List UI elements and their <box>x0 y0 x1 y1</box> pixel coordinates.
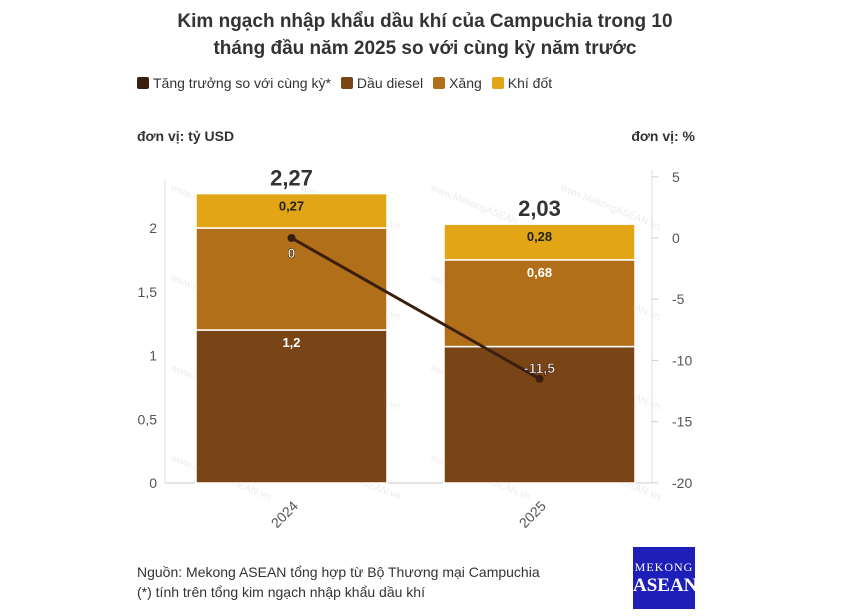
growth-point <box>535 374 544 383</box>
legend: Tăng trưởng so với cùng kỳ* Dầu diesel Xăn… <box>137 75 552 91</box>
right-tick-label: 0 <box>672 230 680 246</box>
chart-title: Kim ngạch nhập khẩu dầu khí của Campuchi… <box>0 8 850 62</box>
growth-data-label: 0 <box>288 245 296 261</box>
right-tick-label: -5 <box>672 291 685 307</box>
bar-segment <box>195 227 388 331</box>
legend-swatch <box>433 77 446 89</box>
legend-item: Tăng trưởng so với cùng kỳ* <box>137 75 331 91</box>
left-tick-label: 2 <box>149 220 157 236</box>
footnote-text: (*) tính trên tổng kim ngạch nhập khẩu d… <box>137 584 425 600</box>
legend-swatch <box>491 77 504 89</box>
left-tick-label: 0,5 <box>138 411 158 427</box>
bar-segment <box>195 192 388 229</box>
x-tick-label: 2024 <box>268 498 301 531</box>
legend-label: Khí đốt <box>507 75 553 91</box>
bar-data-label: 1,2 <box>282 335 300 350</box>
left-tick-label: 0 <box>149 475 157 491</box>
growth-point <box>287 234 296 242</box>
bar-data-label: 0,68 <box>527 265 552 280</box>
growth-data-label: -11,5 <box>524 360 555 376</box>
legend-item: Xăng <box>433 75 482 91</box>
legend-item: Khí đốt <box>491 75 553 91</box>
bar-segment <box>443 259 636 348</box>
left-tick-label: 1,5 <box>138 284 158 300</box>
right-tick-label: -10 <box>672 352 692 368</box>
legend-item: Dầu diesel <box>340 75 424 91</box>
source-note: Nguồn: Mekong ASEAN tổng hợp từ Bộ Thươn… <box>137 562 540 602</box>
legend-label: Dầu diesel <box>356 75 424 91</box>
legend-label: Tăng trưởng so với cùng kỳ* <box>153 75 331 91</box>
bar-segment <box>443 223 636 261</box>
right-tick-label: -15 <box>672 414 692 430</box>
right-tick-label: -20 <box>672 475 692 491</box>
bar-segment <box>443 345 636 484</box>
legend-swatch <box>137 77 149 89</box>
mekong-asean-logo: MEKONG ASEAN <box>633 547 697 609</box>
growth-line <box>290 236 541 381</box>
legend-swatch <box>340 77 353 89</box>
left-axis-unit: đơn vị: tỷ USD <box>137 128 235 144</box>
right-axis-unit: đơn vị: % <box>631 128 695 144</box>
x-tick-label: 2025 <box>516 498 549 531</box>
title-line-2: tháng đầu năm 2025 so với cùng kỳ năm tr… <box>213 38 637 59</box>
bar-segment <box>195 329 388 484</box>
source-text: Nguồn: Mekong ASEAN tổng hợp từ Bộ Thươn… <box>137 564 540 580</box>
bar-total-label: 2,03 <box>518 196 561 221</box>
legend-label: Xăng <box>449 75 482 91</box>
bar-data-label: 0,27 <box>279 199 304 214</box>
bar-data-label: 0,28 <box>527 229 552 244</box>
right-tick-label: 5 <box>672 169 680 185</box>
title-line-1: Kim ngạch nhập khẩu dầu khí của Campuchi… <box>177 11 673 32</box>
bar-total-label: 2,27 <box>270 166 313 191</box>
left-tick-label: 1 <box>149 348 157 364</box>
